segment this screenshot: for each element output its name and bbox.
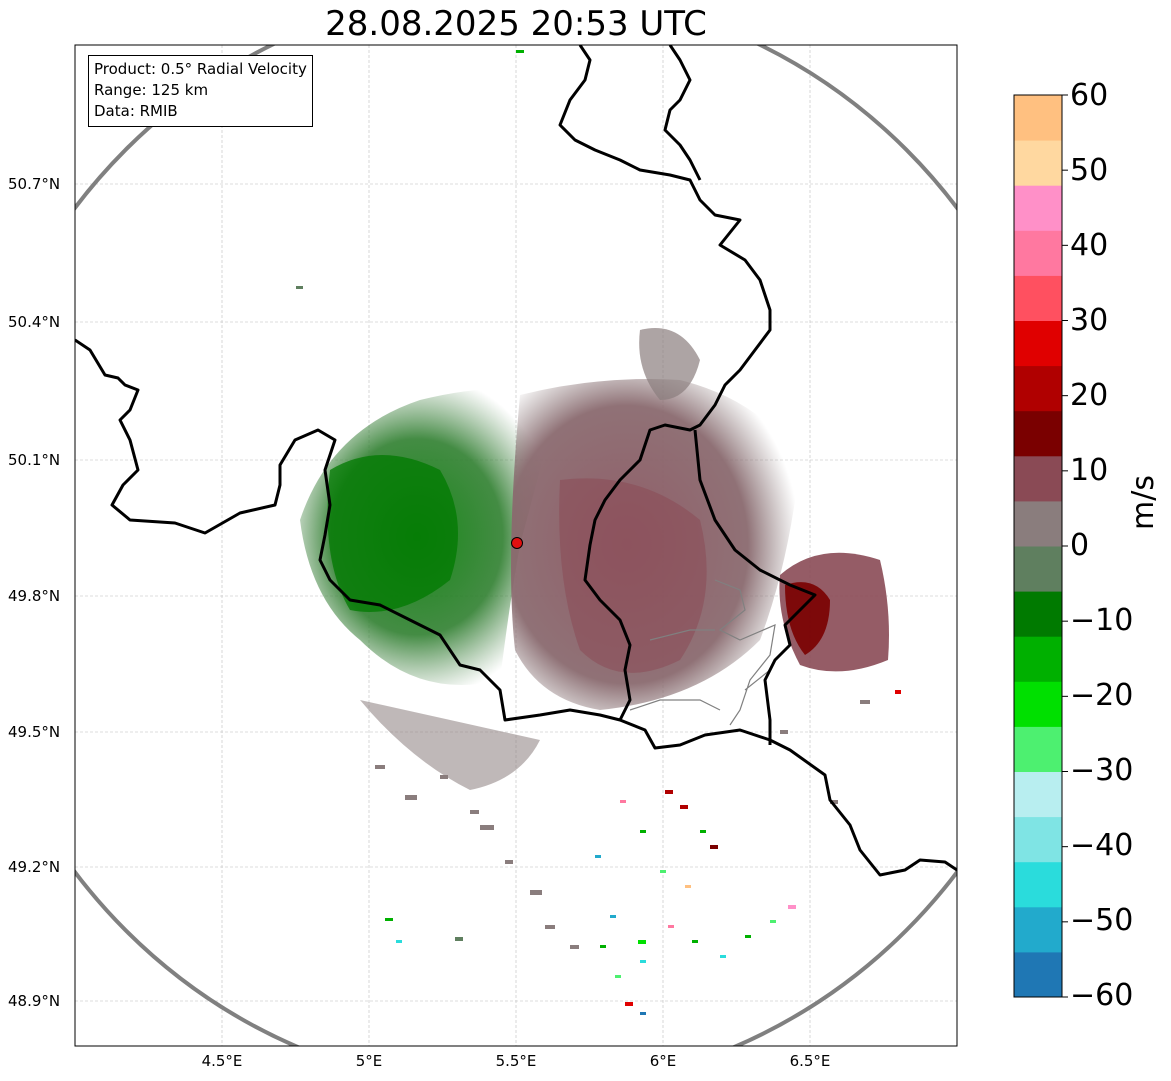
colorbar-tick-label: −30 <box>1070 753 1134 788</box>
colorbar-bin <box>1014 681 1062 727</box>
info-range: Range: 125 km <box>94 81 209 99</box>
colorbar-bin <box>1014 816 1062 863</box>
colorbar-tick-label: 60 <box>1070 78 1109 113</box>
lat-label: 50.7°N <box>8 175 61 193</box>
region-lines <box>629 579 776 726</box>
colorbar-bin <box>1014 906 1062 953</box>
map-frame <box>74 44 958 1047</box>
colorbar-tick-label: −60 <box>1070 978 1134 1013</box>
info-product: Product: 0.5° Radial Velocity <box>94 60 307 78</box>
colorbar-bin <box>1014 455 1062 502</box>
colorbar-bin <box>1014 500 1062 547</box>
colorbar <box>1013 94 1068 998</box>
info-data: Data: RMIB <box>94 102 178 120</box>
lat-label: 49.5°N <box>8 723 61 741</box>
lon-label: 6°E <box>649 1052 677 1070</box>
colorbar-tick-label: 20 <box>1070 378 1109 413</box>
radar-echoes <box>300 328 889 790</box>
lat-label: 49.2°N <box>8 858 61 876</box>
colorbar-bin <box>1014 546 1062 592</box>
colorbar-bin <box>1014 365 1062 412</box>
colorbar-tick-label: 10 <box>1070 453 1109 488</box>
lon-label: 5.5°E <box>495 1052 537 1070</box>
colorbar-bin <box>1014 591 1062 637</box>
colorbar-bin <box>1014 95 1062 141</box>
colorbar-tick-label: 0 <box>1070 528 1090 563</box>
colorbar-bin <box>1014 410 1062 457</box>
lon-label: 6.5°E <box>789 1052 831 1070</box>
colorbar-bin <box>1014 320 1062 367</box>
colorbar-unit-label: m/s <box>1126 475 1161 530</box>
lat-label: 48.9°N <box>8 992 61 1010</box>
colorbar-bin <box>1014 771 1062 818</box>
colorbar-bin <box>1014 861 1062 908</box>
colorbar-tick-label: 50 <box>1070 153 1109 188</box>
colorbar-bin <box>1014 185 1062 231</box>
scattered-echoes <box>296 50 901 1015</box>
colorbar-tick-label: −50 <box>1070 903 1134 938</box>
colorbar-tick-label: 40 <box>1070 228 1109 263</box>
lon-label: 5°E <box>355 1052 383 1070</box>
info-box: Product: 0.5° Radial Velocity Range: 125… <box>88 55 313 127</box>
map-title: 28.08.2025 20:53 UTC <box>325 4 707 44</box>
colorbar-bin <box>1014 636 1062 682</box>
lat-label: 50.1°N <box>8 451 61 469</box>
colorbar-tick-label: 30 <box>1070 303 1109 338</box>
colorbar-bin <box>1014 951 1062 998</box>
colorbar-tick-label: −10 <box>1070 603 1134 638</box>
lon-label: 4.5°E <box>201 1052 243 1070</box>
colorbar-tick-label: −40 <box>1070 828 1134 863</box>
country-borders <box>75 45 957 877</box>
colorbar-tick-label: −20 <box>1070 678 1134 713</box>
colorbar-bin <box>1014 726 1062 772</box>
colorbar-bin <box>1014 275 1062 321</box>
colorbar-bin <box>1014 230 1062 276</box>
colorbar-bin <box>1014 140 1062 186</box>
lat-label: 50.4°N <box>8 313 61 331</box>
radar-site-marker <box>511 537 523 549</box>
lat-label: 49.8°N <box>8 587 61 605</box>
